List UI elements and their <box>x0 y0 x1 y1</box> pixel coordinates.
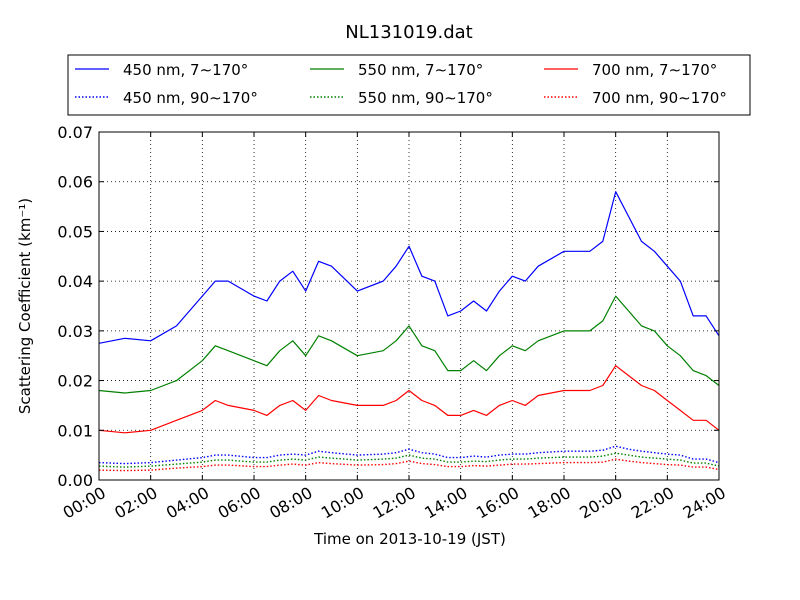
x-tick-label: 02:00 <box>111 483 160 523</box>
y-tick-label: 0.06 <box>57 173 93 192</box>
legend: 450 nm, 7∼170° 450 nm, 90∼170° 550 nm, 7∼1… <box>67 54 751 116</box>
legend-label: 700 nm, 7∼170° <box>592 61 717 79</box>
legend-label: 550 nm, 90∼170° <box>358 89 493 107</box>
chart-title: NL131019.dat <box>345 22 472 43</box>
legend-label: 450 nm, 7∼170° <box>123 61 248 79</box>
ticks: 00:00 02:00 04:00 06:00 08:00 10:00 12:00 14:00… <box>57 123 729 523</box>
x-tick-label: 10:00 <box>318 483 367 523</box>
grid <box>99 132 719 480</box>
y-tick-label: 0.01 <box>57 421 93 440</box>
series-line-0 <box>98 191 720 344</box>
x-tick-label: 22:00 <box>628 483 677 523</box>
y-tick-label: 0.03 <box>57 322 93 341</box>
x-tick-label: 18:00 <box>525 483 574 523</box>
y-axis-label: Scattering Coefficient (km⁻¹) <box>16 198 34 414</box>
y-tick-label: 0.07 <box>57 123 93 142</box>
x-tick-label: 12:00 <box>370 483 419 523</box>
series-layer <box>98 191 720 472</box>
series-line-5 <box>98 458 720 472</box>
x-tick-label: 14:00 <box>421 483 470 523</box>
y-tick-label: 0.05 <box>57 222 93 241</box>
legend-label: 700 nm, 90∼170° <box>592 89 727 107</box>
x-tick-label: 20:00 <box>576 483 625 523</box>
series-line-1 <box>98 295 720 394</box>
series-line-4 <box>98 452 720 468</box>
legend-label: 450 nm, 90∼170° <box>123 89 258 107</box>
x-tick-label: 08:00 <box>266 483 315 523</box>
y-tick-label: 0.02 <box>57 372 93 391</box>
y-tick-label: 0.00 <box>57 471 93 490</box>
legend-label: 550 nm, 7∼170° <box>358 61 483 79</box>
x-tick-label: 04:00 <box>163 483 212 523</box>
x-tick-label: 16:00 <box>473 483 522 523</box>
legend-box <box>67 54 751 116</box>
y-tick-label: 0.04 <box>57 272 93 291</box>
x-axis-label: Time on 2013-10-19 (JST) <box>313 530 506 548</box>
series-line-2 <box>98 365 720 434</box>
x-tick-label: 06:00 <box>215 483 264 523</box>
x-tick-label: 24:00 <box>680 483 729 523</box>
